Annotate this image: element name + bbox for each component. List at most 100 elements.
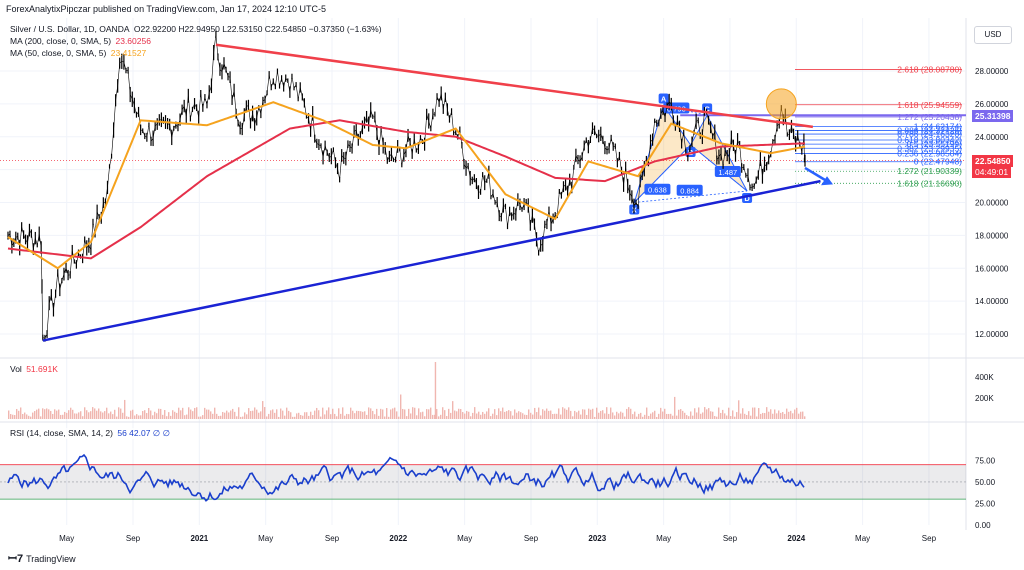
volume-bar — [18, 410, 20, 419]
volume-bar — [362, 411, 364, 419]
volume-bar — [210, 411, 212, 419]
currency-button[interactable]: USD — [974, 26, 1012, 44]
volume-value: 51.691K — [26, 364, 58, 374]
volume-bar — [694, 408, 696, 419]
volume-bar — [498, 408, 500, 419]
volume-bar — [592, 408, 594, 419]
volume-bar — [776, 413, 778, 419]
volume-bar — [474, 407, 476, 419]
volume-bar — [348, 414, 350, 419]
volume-bar — [428, 409, 430, 419]
volume-bar — [742, 408, 744, 419]
tradingview-logo[interactable]: ꟷ7 TradingView — [8, 551, 76, 566]
fib-label: 0.886 (24.37726) — [897, 126, 962, 136]
volume-bar — [270, 410, 272, 419]
volume-bar — [46, 408, 48, 419]
volume-bar — [80, 411, 82, 419]
volume-bar — [294, 416, 296, 419]
volume-bar — [26, 414, 28, 419]
legend-volume-row[interactable]: Vol 51.691K — [10, 364, 60, 374]
volume-bar — [416, 415, 418, 419]
legend-rsi-row[interactable]: RSI (14, close, SMA, 14, 2) 56 42.07 ∅ ∅ — [10, 428, 172, 439]
volume-bar — [608, 413, 610, 419]
volume-bar — [92, 407, 94, 419]
volume-bar — [312, 415, 314, 419]
volume-bar — [218, 415, 220, 419]
volume-bar — [142, 411, 144, 419]
volume-bar — [704, 407, 706, 419]
volume-bar — [152, 415, 154, 419]
x-tick-label: 2023 — [588, 534, 606, 543]
legend-ma50-row[interactable]: MA (50, close, 0, SMA, 5) 23.41527 — [10, 48, 148, 58]
volume-bar — [466, 410, 468, 419]
volume-bar — [238, 407, 240, 419]
x-tick-label: Sep — [325, 534, 340, 543]
legend-ma200-row[interactable]: MA (200, close, 0, SMA, 5) 23.60256 — [10, 36, 153, 46]
volume-bar — [544, 410, 546, 419]
volume-bar — [340, 413, 342, 419]
volume-bar — [56, 410, 58, 419]
volume-bar — [564, 408, 566, 419]
volume-bar — [668, 413, 670, 419]
volume-bars — [8, 362, 806, 419]
volume-bar — [730, 416, 732, 419]
volume-bar — [628, 407, 630, 419]
volume-bar — [32, 412, 34, 419]
volume-bar — [346, 413, 348, 419]
volume-bar — [618, 413, 620, 419]
volume-bar — [598, 412, 600, 419]
volume-bar — [614, 415, 616, 419]
volume-bar — [678, 409, 680, 419]
volume-bar — [418, 408, 420, 419]
volume-bar — [434, 414, 436, 419]
harmonic-ratio-label: 0.638 — [648, 186, 667, 195]
volume-bar — [558, 408, 560, 419]
volume-bar — [130, 410, 132, 419]
rsi-tick-label: 50.00 — [975, 478, 996, 487]
volume-bar — [172, 410, 174, 419]
volume-bar — [524, 414, 526, 419]
volume-bar — [228, 412, 230, 419]
volume-bar — [34, 411, 36, 419]
volume-bar — [682, 410, 684, 419]
volume-bar — [52, 413, 54, 419]
volume-bar — [414, 407, 416, 419]
y-tick-label: 24.00000 — [975, 133, 1009, 142]
fib-label: 0.5 (23.55199) — [907, 139, 962, 149]
volume-bar — [722, 409, 724, 419]
volume-bar — [132, 409, 134, 419]
volume-bar — [720, 412, 722, 419]
volume-bar — [754, 407, 756, 419]
rsi-tick-label: 25.00 — [975, 499, 996, 508]
price-line — [7, 34, 806, 339]
volume-bar — [74, 413, 76, 419]
harmonic-point-label: C — [704, 104, 710, 113]
symbol-label[interactable]: Silver / U.S. Dollar, 1D, OANDA — [10, 24, 130, 34]
volume-bar — [664, 408, 666, 419]
volume-bar — [710, 411, 712, 419]
volume-bar — [536, 412, 538, 419]
volume-bar — [680, 409, 682, 419]
volume-bar — [744, 413, 746, 419]
volume-bar — [352, 410, 354, 419]
volume-bar — [798, 413, 800, 419]
volume-bar — [250, 410, 252, 419]
volume-bar — [300, 415, 302, 419]
volume-bar — [422, 411, 424, 419]
volume-bar — [510, 411, 512, 419]
volume-bar — [254, 407, 256, 419]
volume-bar — [194, 407, 196, 419]
volume-bar — [746, 414, 748, 419]
legend-symbol-row: Silver / U.S. Dollar, 1D, OANDA O22.9220… — [10, 24, 384, 34]
volume-bar — [728, 407, 730, 419]
ma50-line — [7, 101, 806, 270]
volume-bar — [244, 412, 246, 419]
volume-bar — [630, 408, 632, 419]
volume-bar — [472, 412, 474, 419]
volume-bar — [766, 407, 768, 419]
volume-bar — [94, 408, 96, 419]
volume-bar — [436, 409, 438, 419]
volume-bar — [748, 411, 750, 419]
volume-bar — [404, 409, 406, 419]
